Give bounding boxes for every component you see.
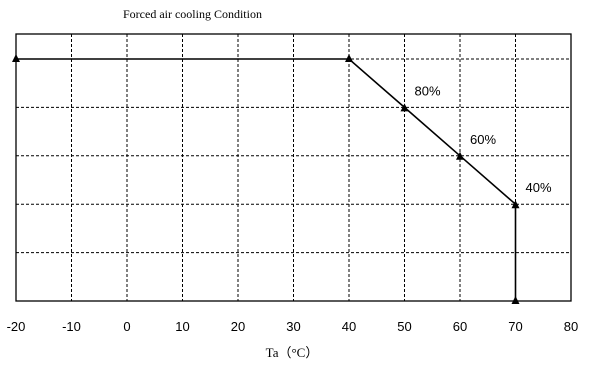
data-point-marker: [511, 200, 520, 209]
data-label: 40%: [526, 180, 552, 195]
x-tick-label: 30: [286, 319, 300, 334]
series-line: [16, 58, 517, 301]
data-point-marker: [400, 103, 409, 112]
x-tick-label: 70: [508, 319, 522, 334]
x-tick-label: 80: [564, 319, 578, 334]
data-label: 80%: [415, 83, 441, 98]
data-label: 60%: [470, 132, 496, 147]
x-tick-label: 40: [342, 319, 356, 334]
data-point-marker: [345, 54, 353, 62]
x-tick-labels: -20 -10 0 10 20 30 40 50 60 70 80: [7, 319, 579, 334]
x-tick-label: -20: [7, 319, 26, 334]
x-tick-label: 20: [231, 319, 245, 334]
chart-title: Forced air cooling Condition: [123, 7, 262, 21]
x-tick-label: 60: [453, 319, 467, 334]
data-point-marker: [511, 296, 520, 304]
plot-frame: [15, 33, 572, 302]
grid-lines: [16, 34, 571, 301]
data-point-marker: [456, 151, 464, 160]
x-tick-label: -10: [62, 319, 81, 334]
series-layer: [12, 54, 520, 304]
data-point-marker: [12, 54, 20, 62]
data-labels: 80% 60% 40%: [415, 83, 552, 195]
x-tick-label: 50: [397, 319, 411, 334]
x-axis-label: Ta（°C）: [266, 345, 319, 360]
x-tick-label: 0: [123, 319, 130, 334]
x-tick-label: 10: [175, 319, 189, 334]
